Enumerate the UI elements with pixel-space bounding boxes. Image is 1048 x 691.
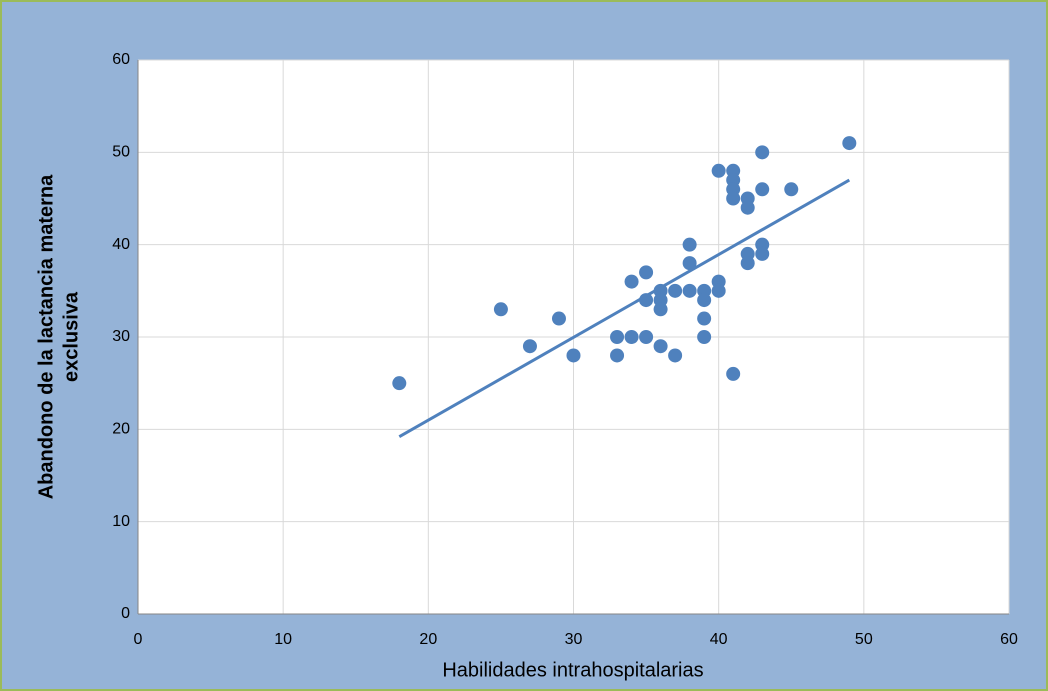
point — [610, 348, 625, 363]
point — [653, 339, 668, 354]
point — [639, 293, 654, 308]
point — [653, 302, 668, 317]
x-tick-label: 50 — [855, 631, 873, 648]
point — [566, 348, 581, 363]
point — [682, 237, 697, 252]
point — [711, 283, 726, 298]
point — [755, 145, 770, 160]
y-tick-label: 30 — [112, 328, 130, 345]
point — [392, 376, 407, 391]
point — [755, 246, 770, 261]
point — [711, 163, 726, 178]
y-tick-label: 40 — [112, 236, 130, 253]
x-tick-label: 20 — [419, 631, 437, 648]
x-axis-title: Habilidades intrahospitalarias — [442, 659, 703, 681]
point — [639, 330, 654, 344]
point — [726, 366, 741, 381]
point — [668, 348, 683, 363]
point — [842, 136, 857, 151]
point — [668, 283, 683, 298]
point — [697, 330, 712, 344]
y-axis-title-line: Abandono de la lactancia materna — [35, 174, 57, 499]
point — [755, 182, 770, 197]
point — [726, 191, 741, 206]
point — [551, 311, 566, 326]
point — [682, 283, 697, 298]
x-tick-label: 40 — [710, 631, 728, 648]
y-tick-label: 20 — [112, 421, 130, 438]
point — [493, 302, 508, 317]
point — [522, 339, 537, 354]
y-tick-label: 0 — [121, 605, 130, 622]
x-tick-label: 10 — [274, 631, 292, 648]
y-axis-title: Abandono de la lactancia materna exclusi… — [35, 174, 82, 499]
point — [624, 330, 639, 344]
point — [740, 256, 755, 271]
point — [624, 274, 639, 289]
x-tick-label: 30 — [565, 631, 583, 648]
point — [740, 200, 755, 215]
point — [610, 330, 625, 344]
y-tick-label: 50 — [112, 144, 130, 161]
y-tick-label: 10 — [112, 513, 130, 530]
x-tick-label: 0 — [134, 631, 143, 648]
y-axis-title-line: exclusiva — [60, 291, 82, 382]
point — [697, 311, 712, 326]
point — [697, 293, 712, 308]
trendline — [398, 178, 851, 439]
point — [784, 182, 799, 197]
y-tick-label: 60 — [112, 51, 130, 68]
point — [682, 256, 697, 271]
point — [639, 265, 654, 280]
x-tick-label: 60 — [1000, 631, 1018, 648]
